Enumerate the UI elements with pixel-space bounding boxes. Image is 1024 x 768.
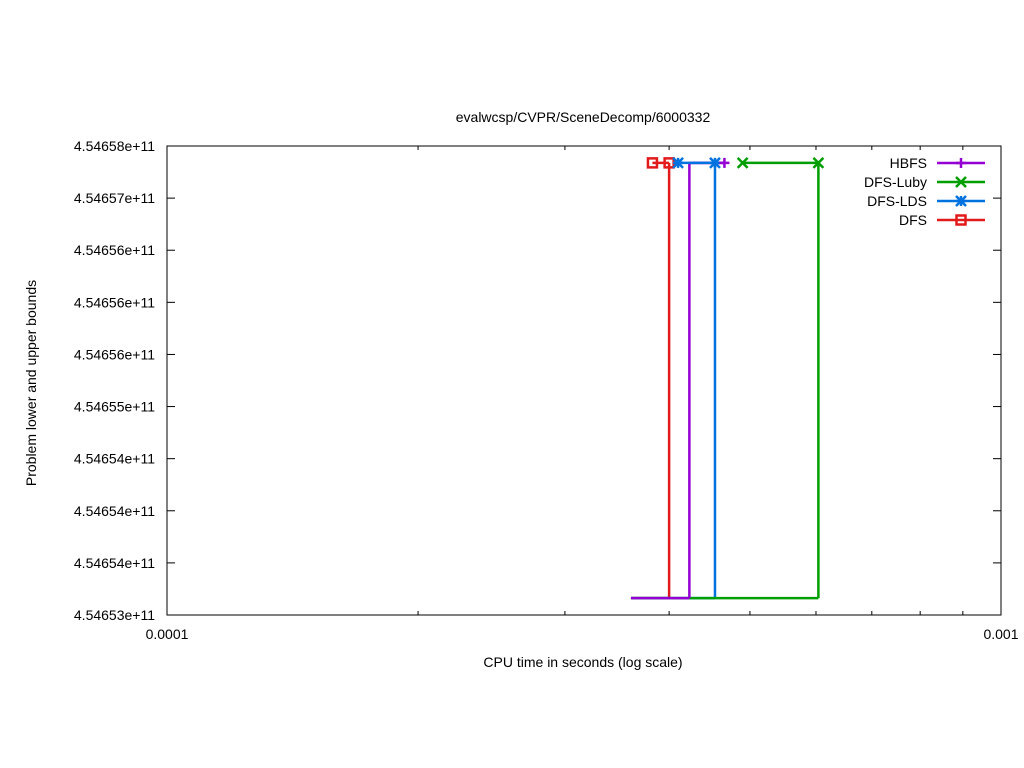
y-tick-label: 4.54658e+11 <box>74 138 155 154</box>
marker-stroke <box>646 157 659 169</box>
y-axis-label: Problem lower and upper bounds <box>23 280 39 486</box>
y-tick-label: 4.54656e+11 <box>74 346 155 362</box>
legend-marker-dfs-lds <box>955 195 967 207</box>
y-tick-label: 4.54654e+11 <box>74 503 155 519</box>
y-axis-ticks: 4.54653e+11 4.54654e+11 4.54654e+11 4.54654… <box>74 138 1001 623</box>
marker-stroke <box>955 176 967 188</box>
x-axis-ticks: 0.0001 0.001 <box>146 146 1019 642</box>
y-tick-label: 4.54656e+11 <box>74 294 155 310</box>
marker-stroke <box>736 157 749 169</box>
series-point-hbfs <box>719 157 730 168</box>
marker-stroke <box>709 157 721 169</box>
y-tick-label: 4.54656e+11 <box>74 242 155 258</box>
legend-label-dfs-lds: DFS-LDS <box>867 193 927 209</box>
y-tick-label: 4.54654e+11 <box>74 555 155 571</box>
y-tick-label: 4.54657e+11 <box>74 190 155 206</box>
marker-stroke <box>812 157 825 169</box>
series-point-dfs-lds <box>672 157 684 169</box>
legend-marker-dfs-luby <box>955 176 967 188</box>
marker-stroke <box>955 195 967 207</box>
y-tick-label: 4.54655e+11 <box>74 399 155 415</box>
legend: HBFS DFS-Luby DFS-LDS DFS <box>864 155 985 228</box>
legend-marker-dfs <box>955 214 967 226</box>
legend-marker-hbfs <box>956 158 966 168</box>
series-point-dfs-luby <box>736 157 749 169</box>
series-point-dfs <box>646 157 659 169</box>
legend-label-hbfs: HBFS <box>890 155 927 171</box>
x-axis-label: CPU time in seconds (log scale) <box>483 654 682 670</box>
chart-title: evalwcsp/CVPR/SceneDecomp/6000332 <box>456 109 711 125</box>
series-point-dfs-lds <box>709 157 721 169</box>
legend-label-dfs-luby: DFS-Luby <box>864 174 927 190</box>
series-lines <box>630 161 820 600</box>
y-tick-label: 4.54654e+11 <box>74 451 155 467</box>
series-markers <box>646 157 825 169</box>
x-tick-label: 0.0001 <box>146 626 189 642</box>
series-point-dfs-luby <box>812 157 825 169</box>
x-tick-label: 0.001 <box>983 626 1018 642</box>
y-tick-label: 4.54653e+11 <box>74 607 155 623</box>
marker-stroke <box>955 214 967 226</box>
marker-stroke <box>672 157 684 169</box>
legend-label-dfs: DFS <box>899 212 927 228</box>
plot-border <box>166 145 1002 616</box>
